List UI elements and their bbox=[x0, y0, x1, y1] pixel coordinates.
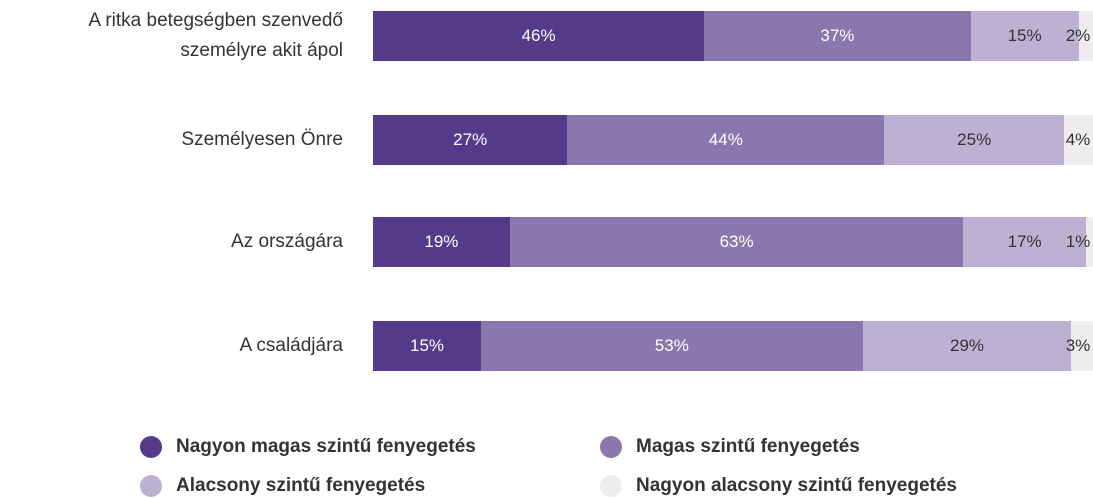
value-label: 63% bbox=[719, 232, 754, 251]
bar-segment bbox=[1078, 11, 1093, 61]
legend-label: Nagyon alacsony szintű fenyegetés bbox=[636, 475, 957, 496]
value-label: 15% bbox=[1007, 26, 1042, 45]
bar-segment bbox=[373, 217, 510, 267]
bar-segment bbox=[373, 115, 568, 165]
value-label: 2% bbox=[1065, 26, 1091, 45]
value-label: 15% bbox=[409, 336, 445, 355]
value-label: 46% bbox=[521, 26, 556, 45]
value-label: 3% bbox=[1065, 336, 1091, 355]
bar-segment bbox=[1071, 321, 1093, 371]
value-label: 25% bbox=[957, 130, 992, 149]
value-label: 53% bbox=[654, 336, 689, 355]
bar-segment bbox=[373, 321, 481, 371]
legend-label: Nagyon magas szintű fenyegetés bbox=[176, 436, 476, 457]
value-label: 17% bbox=[1007, 232, 1042, 251]
category-label: Személyesen Önre bbox=[181, 129, 343, 150]
value-label: 37% bbox=[820, 26, 855, 45]
category-label: Az országára bbox=[231, 231, 343, 252]
value-label: 44% bbox=[708, 130, 743, 149]
legend-marker bbox=[600, 475, 622, 497]
value-label: 4% bbox=[1065, 130, 1091, 149]
bar-segment bbox=[884, 115, 1065, 165]
legend-label: Magas szintű fenyegetés bbox=[636, 436, 860, 457]
legend-label: Alacsony szintű fenyegetés bbox=[176, 475, 426, 496]
value-label: 1% bbox=[1065, 232, 1091, 251]
bar-segment bbox=[970, 11, 1079, 61]
bar-segment bbox=[1085, 217, 1093, 267]
value-label: 29% bbox=[949, 336, 985, 355]
bar-segment bbox=[373, 11, 705, 61]
value-label: 27% bbox=[453, 130, 488, 149]
bar-segment bbox=[481, 321, 863, 371]
value-label: 19% bbox=[424, 232, 459, 251]
category-label: A családjára bbox=[239, 335, 343, 356]
bar-segment bbox=[509, 217, 964, 267]
legend-marker bbox=[140, 475, 162, 497]
legend-marker bbox=[600, 436, 622, 458]
bar-segment bbox=[862, 321, 1072, 371]
bar-segment bbox=[704, 11, 971, 61]
bar-segment bbox=[963, 217, 1086, 267]
bar-segment bbox=[1064, 115, 1093, 165]
category-label: A ritka betegségben szenvedő személyre a… bbox=[88, 10, 343, 61]
legend-marker bbox=[140, 436, 162, 458]
bar-segment bbox=[567, 115, 885, 165]
